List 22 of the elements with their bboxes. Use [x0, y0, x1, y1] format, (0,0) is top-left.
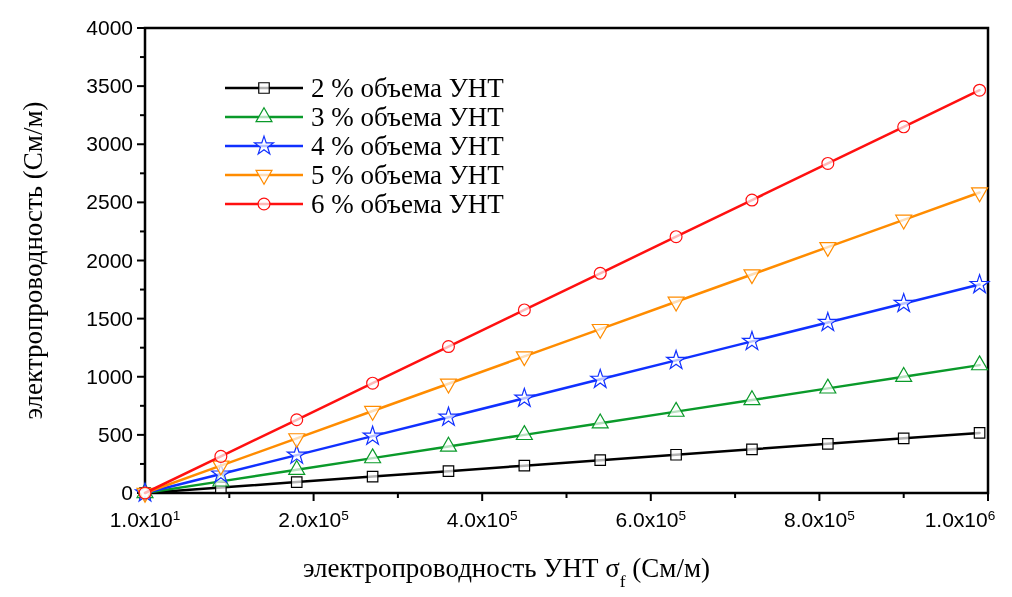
x-tick-label: 6.0x10$^{5}$	[615, 507, 687, 531]
y-tick-label: 1500	[86, 306, 133, 330]
x-axis-title: электропроводность УНТ σ$_{f}$ (См/м)	[302, 553, 711, 591]
y-tick-label: 3500	[86, 74, 133, 98]
y-tick-label: 1000	[86, 364, 133, 388]
legend-label: 2 % объема УНТ	[311, 73, 505, 103]
y-tick-label: 3000	[86, 132, 133, 156]
legend-label: 6 % объема УНТ	[311, 189, 505, 219]
y-tick-label: 4000	[86, 16, 133, 39]
legend-label: 3 % объема УНТ	[311, 102, 505, 132]
y-tick-label: 0	[121, 481, 133, 504]
x-tick-label: 2.0x10$^{5}$	[278, 507, 350, 531]
x-tick-label: 1.0x10$^{6}$	[924, 507, 996, 531]
y-axis-title: электропроводность (См/м)	[18, 101, 48, 420]
legend-label: 4 % объема УНТ	[311, 131, 505, 161]
x-tick-label: 8.0x10$^{5}$	[784, 507, 856, 531]
legend-label: 5 % объема УНТ	[311, 160, 505, 190]
x-tick-label: 1.0x10$^{1}$	[109, 507, 181, 531]
y-tick-label: 2000	[86, 248, 133, 272]
x-tick-label: 4.0x10$^{5}$	[446, 507, 518, 531]
y-tick-label: 500	[97, 422, 133, 446]
y-tick-label: 2500	[86, 190, 133, 214]
